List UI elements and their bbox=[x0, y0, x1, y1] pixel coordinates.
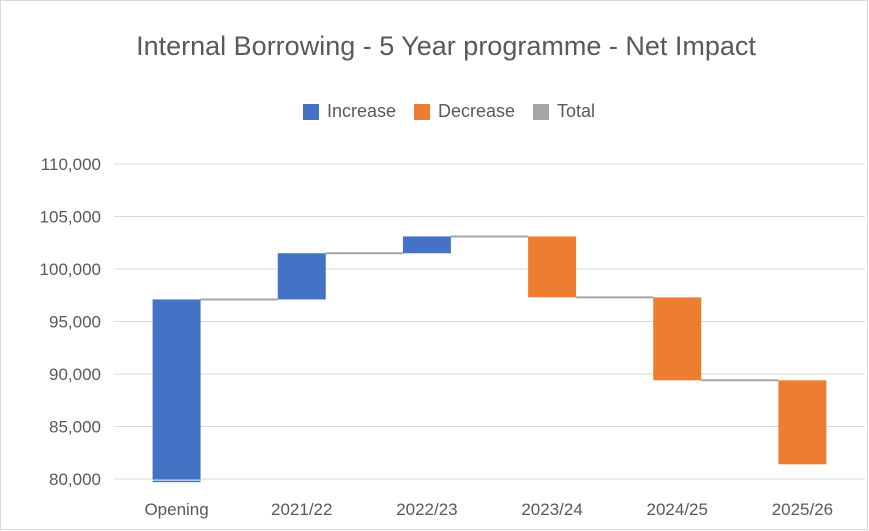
x-tick-label: 2025/26 bbox=[772, 500, 833, 519]
legend-swatch-total bbox=[533, 103, 550, 120]
bar-2022-23 bbox=[402, 236, 451, 254]
legend: Increase Decrease Total bbox=[1, 101, 869, 122]
y-tick-label: 95,000 bbox=[49, 313, 101, 332]
x-tick-label: 2021/22 bbox=[271, 500, 332, 519]
legend-label-total: Total bbox=[557, 101, 596, 121]
legend-item-increase: Increase bbox=[302, 101, 396, 122]
legend-label-decrease: Decrease bbox=[437, 101, 516, 121]
x-tick-label: Opening bbox=[144, 500, 208, 519]
bar-2024-25 bbox=[653, 297, 702, 381]
y-tick-label: 80,000 bbox=[49, 470, 101, 489]
gridlines bbox=[114, 163, 865, 480]
connectors bbox=[200, 235, 779, 382]
bars bbox=[152, 236, 827, 483]
bar-2025-26 bbox=[778, 380, 827, 465]
legend-item-decrease: Decrease bbox=[413, 101, 516, 122]
x-tick-label: 2024/25 bbox=[647, 500, 708, 519]
bar-2023-24 bbox=[528, 236, 577, 298]
y-tick-label: 105,000 bbox=[40, 208, 101, 227]
y-tick-label: 110,000 bbox=[41, 155, 101, 174]
y-tick-label: 90,000 bbox=[49, 365, 101, 384]
chart-title: Internal Borrowing - 5 Year programme - … bbox=[136, 31, 756, 61]
y-axis: 80,000 85,000 90,000 95,000 100,000 105,000 11… bbox=[40, 155, 101, 489]
legend-swatch-increase bbox=[302, 103, 319, 120]
legend-label-increase: Increase bbox=[326, 101, 396, 121]
x-tick-label: 2022/23 bbox=[396, 500, 457, 519]
x-axis: Opening 2021/22 2022/23 2023/24 2024/25 2025/… bbox=[144, 500, 833, 519]
bar-opening bbox=[152, 299, 201, 483]
y-tick-label: 100,000 bbox=[40, 260, 101, 279]
y-tick-label: 85,000 bbox=[49, 418, 101, 437]
legend-item-total: Total bbox=[533, 101, 595, 122]
legend-swatch-decrease bbox=[413, 103, 430, 120]
x-tick-label: 2023/24 bbox=[521, 500, 582, 519]
bar-2021-22 bbox=[277, 253, 326, 300]
